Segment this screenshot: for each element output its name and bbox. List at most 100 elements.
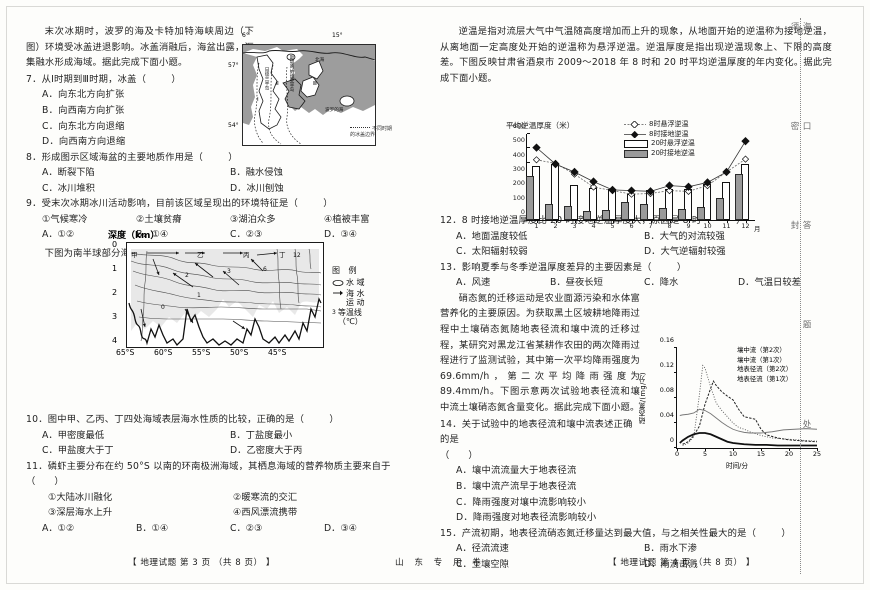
question-14-option-a[interactable]: A．壤中流流量大于地表径流 xyxy=(456,465,577,477)
baltic-ice-sheet-map-figure: 6° 15° 57° 54° xyxy=(228,30,392,150)
inversion-thickness-chart: 平均逆温厚度（米） 8时悬浮逆温 8时接地逆温 20时悬浮逆温 20时接地逆温 xyxy=(492,120,792,242)
question-9-option-d[interactable]: D．③④ xyxy=(324,229,358,241)
ocean-ytick-0: 0 xyxy=(112,240,118,249)
question-12-option-c[interactable]: C．太阳辐射较弱 xyxy=(456,246,528,258)
question-14-stem-cont: （ ） xyxy=(440,449,478,461)
question-7-stem: 7．从Ⅰ时期到Ⅲ时期，冰盖（ ） xyxy=(26,73,181,85)
question-7-option-b[interactable]: B．向西南方向扩张 xyxy=(42,104,125,116)
inversion-marker xyxy=(665,187,674,195)
legend-label-8h-ground: 8时接地逆温 xyxy=(649,129,689,138)
question-12-option-a[interactable]: A．地面温度较低 xyxy=(456,230,528,242)
legend-swatch-solid-bar-icon xyxy=(624,149,648,158)
question-10-option-b[interactable]: B．丁盐度最小 xyxy=(230,429,293,441)
question-10-option-d[interactable]: D．乙密度大于丙 xyxy=(230,445,303,457)
inversion-ytick-mark xyxy=(527,133,530,134)
svg-text:3: 3 xyxy=(227,268,231,275)
question-7-option-a[interactable]: A．向东北方向扩张 xyxy=(42,89,125,101)
svg-text:6: 6 xyxy=(263,266,267,273)
inversion-xtick-4: 4 xyxy=(591,222,596,230)
nitrate-xtick-mark xyxy=(761,448,762,451)
question-15-option-d[interactable]: D．雨滴击溅 xyxy=(644,558,698,570)
inversion-chart-legend: 8时悬浮逆温 8时接地逆温 20时悬浮逆温 20时接地逆温 xyxy=(624,120,695,158)
inversion-marker xyxy=(570,167,579,177)
question-12-option-d[interactable]: D．大气逆辐射较强 xyxy=(644,246,726,258)
ocean-ytick-2: 2 xyxy=(112,288,118,297)
question-10-option-c[interactable]: C．甲盐度大于丁 xyxy=(42,445,114,457)
legend-row-20h-ground: 20时接地逆温 xyxy=(624,149,695,159)
question-13-option-b[interactable]: B．昼夜长短 xyxy=(550,277,603,289)
map-label-I: Ⅰ xyxy=(257,97,259,103)
nitrate-series-壤中流（第2次） xyxy=(682,364,817,446)
question-8-option-d[interactable]: D．冰川刨蚀 xyxy=(230,182,284,194)
question-15-option-a[interactable]: A．径流流速 xyxy=(456,543,509,555)
question-8-option-c[interactable]: C．冰川堆积 xyxy=(42,182,95,194)
question-14-option-d[interactable]: D．降雨强度对地表径流影响较小 xyxy=(456,512,597,524)
ocean-legend-water-row: 水 域 xyxy=(332,278,365,288)
right-column: 逆温是指对流层大气中气温随高度增加而上升的现象，从地面开始的逆温称为接地逆温，从… xyxy=(440,24,832,572)
ocean-legend: 图 例 水 域 海 水 运 动 3 等温线 （℃） xyxy=(332,266,365,326)
nitrate-xtick-5: 25 xyxy=(812,450,822,458)
question-7-option-d[interactable]: D．向西南方向退缩 xyxy=(42,136,126,148)
inversion-xtick-mark xyxy=(745,220,747,223)
question-10-option-a[interactable]: A．甲密度最低 xyxy=(42,429,105,441)
nitrate-chart-legend: 壤中流（第2次） 壤中流（第1次） 地表径流（第2次） 地表径流（第1次） xyxy=(712,346,792,384)
map-frame: Ⅰ Ⅱ Ⅲ 斯堪的纳维亚半岛 日德兰半岛 波罗的海 北海 xyxy=(242,44,376,146)
question-11-option-a[interactable]: A．①② xyxy=(42,522,75,534)
question-8-option-a[interactable]: A．断裂下陷 xyxy=(42,167,95,179)
inversion-bar-solid-11 xyxy=(715,197,724,220)
svg-text:0: 0 xyxy=(161,304,165,311)
question-11-option-c[interactable]: C．②③ xyxy=(230,522,263,534)
map-legend: 不同时期的冰盖边界 xyxy=(350,126,396,138)
inversion-marker xyxy=(684,182,693,191)
question-15-option-c[interactable]: C．土壤空隙 xyxy=(456,558,509,570)
inversion-marker xyxy=(627,186,636,195)
question-11-option-d[interactable]: D．③④ xyxy=(324,522,358,534)
question-12-option-b[interactable]: B．大气的对流较强 xyxy=(644,230,725,242)
map-svg xyxy=(243,45,375,145)
question-14-option-c[interactable]: C．降雨强度对壤中流影响较小 xyxy=(456,496,587,508)
question-11-option-b[interactable]: B．①④ xyxy=(136,522,169,534)
ocean-ytick-3: 3 xyxy=(112,312,118,321)
nitrate-line-svg xyxy=(679,364,817,447)
svg-text:12: 12 xyxy=(293,252,301,259)
nitrate-ytick-mark xyxy=(674,372,677,373)
question-9-option-a[interactable]: A．①② xyxy=(42,229,75,241)
inversion-bar-solid-10 xyxy=(696,207,705,220)
map-label-II: Ⅱ xyxy=(276,81,279,87)
question-9-item-1: ①气候寒冷 xyxy=(42,213,88,225)
nitrate-xtick-mark xyxy=(677,448,678,451)
ocean-legend-current-label: 海 水 运 动 xyxy=(346,289,365,307)
inversion-marker xyxy=(551,159,560,169)
nitrate-xtick-1: 5 xyxy=(702,450,708,458)
map-label-III: Ⅲ xyxy=(313,81,317,87)
svg-text:2: 2 xyxy=(185,272,189,279)
question-9-option-c[interactable]: C．②③ xyxy=(230,229,263,241)
question-13-option-c[interactable]: C．降水 xyxy=(644,277,679,289)
question-13-option-d[interactable]: D．气温日较差 xyxy=(738,277,801,289)
map-label-baltic-sea: 波罗的海 xyxy=(325,108,344,113)
question-13-option-a[interactable]: A．风速 xyxy=(456,277,491,289)
nitrate-ytick-mark xyxy=(674,347,677,348)
inversion-xtick-mark xyxy=(536,220,538,223)
question-14-option-b[interactable]: B．壤中流产流早于地表径流 xyxy=(456,480,577,492)
question-8-option-b[interactable]: B．融水侵蚀 xyxy=(230,167,283,179)
map-legend-dash-icon xyxy=(350,127,370,128)
right-intro-paragraph-2: 硝态氮的迁移运动是农业面源污染和水体富营养化的主要原因。为获取黑土区坡耕地降雨过… xyxy=(440,292,640,413)
inversion-bar-solid-3 xyxy=(563,205,572,220)
inversion-line-overlay xyxy=(532,136,750,198)
nitrate-xtick-mark xyxy=(705,448,706,451)
inversion-marker xyxy=(589,177,598,186)
nitrate-ytick-2: 0.08 xyxy=(659,386,674,394)
legend-row-20h-suspended: 20时悬浮逆温 xyxy=(624,139,695,149)
question-7-option-c[interactable]: C．向东北方向退缩 xyxy=(42,120,125,132)
inversion-bar-solid-8 xyxy=(658,207,667,220)
inversion-bar-solid-7 xyxy=(639,203,648,220)
question-9-option-b[interactable]: B．①④ xyxy=(136,229,169,241)
inversion-bar-solid-12 xyxy=(734,173,743,220)
question-10-stem: 10．图中甲、乙丙、丁四处海域表层海水性质的比较，正确的是（ ） xyxy=(26,414,339,426)
question-15-option-b[interactable]: B．雨水下渗 xyxy=(644,543,697,555)
inversion-ytick-100: 100 xyxy=(512,193,525,202)
legend-label-20h-ground: 20时接地逆温 xyxy=(651,148,695,157)
question-11-item-3: ③深层海水上升 xyxy=(48,507,113,519)
question-15-stem: 15．产流初期，地表径流硝态氮迁移量达到最大值，与之相关性最大的是（ ） xyxy=(440,527,791,539)
